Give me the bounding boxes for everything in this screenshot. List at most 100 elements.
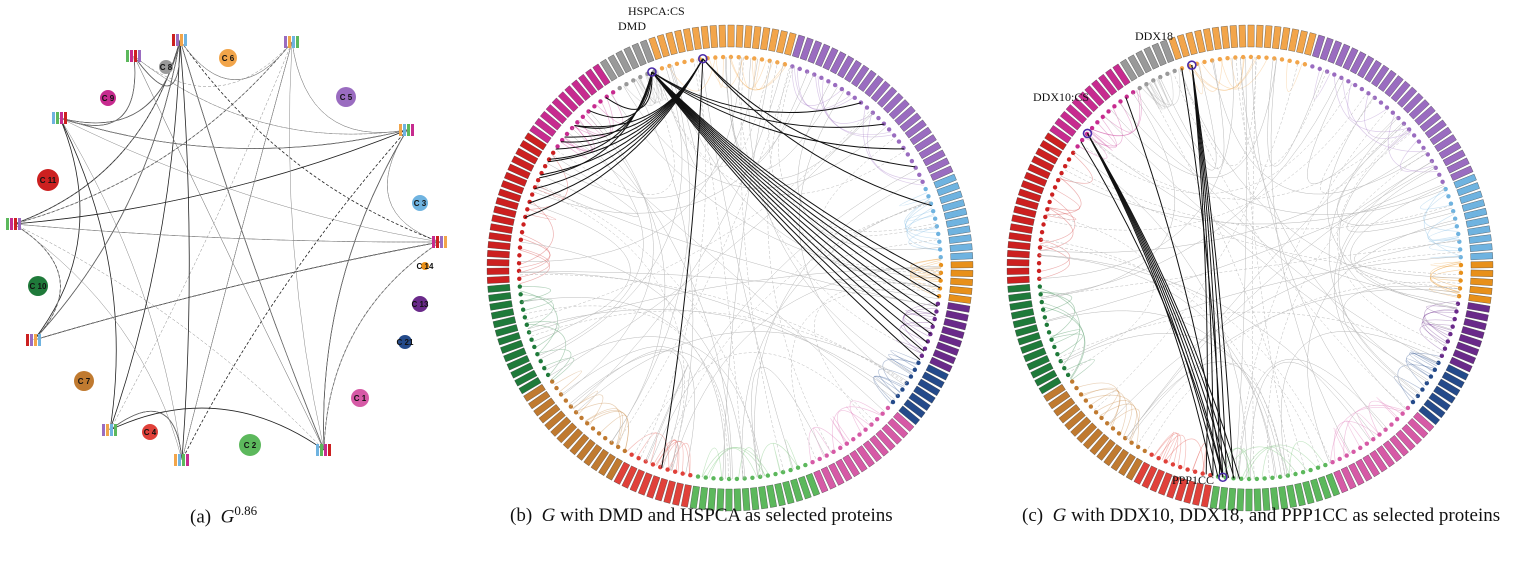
protein-node[interactable] — [622, 448, 628, 454]
protein-node[interactable] — [890, 399, 896, 405]
protein-node[interactable] — [1112, 104, 1117, 109]
protein-node[interactable] — [535, 177, 541, 183]
cluster-node[interactable]: C 3 — [412, 195, 428, 211]
protein-node[interactable] — [1074, 385, 1079, 391]
protein-node[interactable] — [596, 431, 602, 436]
protein-node[interactable] — [636, 455, 641, 461]
protein-node[interactable] — [780, 470, 786, 475]
protein-node[interactable] — [1208, 473, 1213, 478]
protein-node[interactable] — [523, 214, 528, 220]
protein-node[interactable] — [832, 82, 838, 88]
protein-node[interactable] — [810, 459, 815, 465]
protein-node[interactable] — [1116, 431, 1122, 436]
protein-node[interactable] — [1066, 157, 1072, 162]
protein-node[interactable] — [938, 255, 943, 260]
protein-node[interactable] — [1149, 452, 1154, 457]
protein-node[interactable] — [1178, 464, 1183, 470]
protein-node[interactable] — [529, 337, 534, 342]
protein-node[interactable] — [1448, 331, 1453, 337]
cluster-node[interactable]: C 13 — [412, 296, 429, 312]
protein-node[interactable] — [1065, 372, 1071, 378]
protein-node[interactable] — [838, 445, 843, 451]
protein-node[interactable] — [1123, 435, 1128, 441]
protein-node[interactable] — [719, 476, 724, 482]
protein-node[interactable] — [672, 469, 678, 474]
protein-node[interactable] — [517, 284, 523, 289]
selected-protein-marker[interactable] — [1187, 60, 1197, 70]
protein-node[interactable] — [728, 54, 734, 60]
protein-node[interactable] — [1330, 459, 1335, 465]
protein-node[interactable] — [919, 353, 925, 359]
protein-node[interactable] — [1358, 445, 1363, 451]
protein-node[interactable] — [631, 78, 636, 83]
protein-node[interactable] — [1200, 471, 1205, 476]
protein-node[interactable] — [905, 152, 911, 157]
protein-node[interactable] — [1078, 392, 1084, 397]
protein-node[interactable] — [1396, 115, 1401, 121]
protein-node[interactable] — [643, 459, 648, 464]
protein-node[interactable] — [1439, 353, 1445, 359]
protein-node[interactable] — [590, 426, 596, 431]
protein-node[interactable] — [1450, 208, 1456, 214]
protein-node[interactable] — [516, 260, 522, 266]
protein-node[interactable] — [1042, 315, 1048, 320]
selected-protein-marker[interactable] — [698, 53, 708, 64]
protein-node[interactable] — [1088, 404, 1094, 409]
protein-node[interactable] — [688, 473, 693, 478]
protein-node[interactable] — [726, 476, 732, 482]
cluster-node[interactable]: C 8 — [159, 60, 173, 74]
protein-node[interactable] — [900, 387, 905, 392]
protein-node[interactable] — [744, 55, 749, 60]
protein-node[interactable] — [1179, 66, 1185, 71]
protein-node[interactable] — [1262, 476, 1267, 481]
protein-node[interactable] — [1118, 99, 1123, 104]
protein-node[interactable] — [520, 307, 526, 312]
protein-node[interactable] — [680, 471, 685, 476]
protein-node[interactable] — [713, 55, 718, 60]
protein-node[interactable] — [1371, 437, 1376, 442]
protein-node[interactable] — [1308, 467, 1313, 473]
protein-node[interactable] — [824, 453, 829, 458]
protein-node[interactable] — [1225, 55, 1230, 61]
protein-node[interactable] — [1458, 278, 1463, 283]
protein-node[interactable] — [895, 393, 901, 399]
protein-node[interactable] — [1378, 100, 1384, 105]
protein-node[interactable] — [579, 415, 584, 421]
cluster-node[interactable]: C 21 — [397, 335, 414, 349]
protein-node[interactable] — [1272, 56, 1277, 61]
protein-node[interactable] — [935, 301, 941, 307]
protein-node[interactable] — [923, 186, 928, 192]
protein-node[interactable] — [1452, 316, 1457, 322]
protein-node[interactable] — [1039, 299, 1044, 305]
protein-node[interactable] — [1049, 192, 1055, 197]
protein-node[interactable] — [750, 475, 755, 481]
protein-node[interactable] — [826, 79, 831, 84]
protein-node[interactable] — [1405, 405, 1411, 411]
protein-node[interactable] — [844, 441, 850, 446]
protein-node[interactable] — [1458, 255, 1463, 260]
protein-node[interactable] — [857, 432, 862, 437]
protein-node[interactable] — [1233, 55, 1238, 60]
protein-node[interactable] — [1364, 441, 1370, 446]
protein-node[interactable] — [1079, 137, 1085, 143]
protein-node[interactable] — [1457, 286, 1463, 291]
protein-node[interactable] — [775, 60, 780, 65]
protein-node[interactable] — [1344, 453, 1349, 458]
protein-node[interactable] — [517, 253, 522, 258]
protein-node[interactable] — [564, 131, 570, 137]
protein-node[interactable] — [1037, 245, 1043, 250]
protein-node[interactable] — [839, 86, 845, 92]
cluster-node[interactable]: C 6 — [219, 49, 237, 67]
protein-node[interactable] — [1110, 426, 1116, 431]
protein-node[interactable] — [1424, 380, 1430, 386]
protein-node[interactable] — [934, 309, 939, 314]
protein-node[interactable] — [550, 150, 556, 156]
protein-node[interactable] — [519, 229, 525, 235]
protein-node[interactable] — [1428, 374, 1434, 379]
protein-node[interactable] — [609, 440, 614, 445]
protein-node[interactable] — [1043, 214, 1048, 220]
protein-node[interactable] — [658, 464, 663, 470]
protein-node[interactable] — [1293, 471, 1298, 477]
protein-node[interactable] — [1083, 398, 1089, 403]
protein-node[interactable] — [1170, 462, 1176, 467]
